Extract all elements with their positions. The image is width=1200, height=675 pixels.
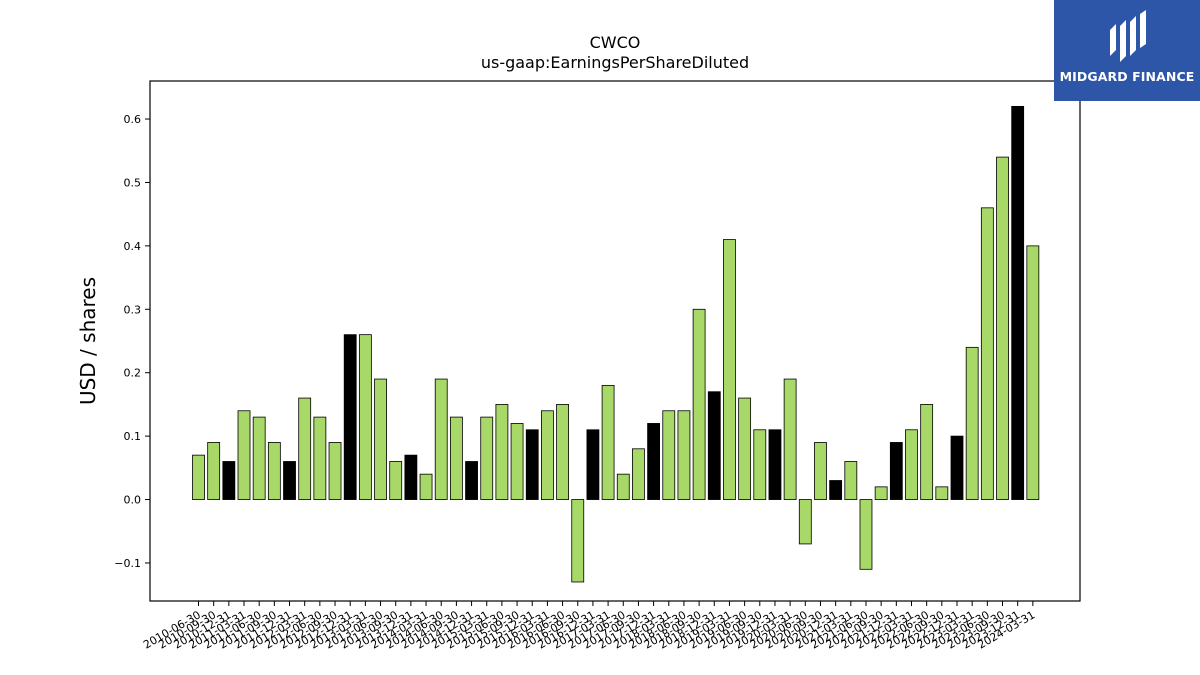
y-tick-label: −0.1: [114, 557, 141, 570]
x-ticks-group: 2010-06-302010-09-302010-12-312011-03-31…: [141, 601, 1037, 652]
bar-2015-06-30: [495, 404, 509, 500]
bar-2018-06-30: [677, 410, 691, 500]
bar-2013-06-30: [374, 378, 387, 500]
bar-2023-06-30: [980, 207, 994, 500]
bar-2012-12-31: [343, 334, 357, 500]
bar-2010-06-30: [192, 454, 205, 500]
bar-2011-09-30: [267, 442, 281, 500]
midgard-emblem-icon: [1110, 10, 1146, 62]
bar-2017-03-31: [601, 384, 615, 500]
bar-2023-09-30: [996, 156, 1009, 500]
chart-title: CWCO: [590, 33, 641, 52]
bar-2019-06-30: [738, 397, 752, 500]
bar-2014-06-30: [434, 378, 448, 500]
y-ticks-group: −0.1 0.0 0.1 0.2 0.3 0.4 0.5 0.6: [114, 113, 150, 570]
bar-2017-12-31: [647, 423, 660, 500]
bar-2021-03-31: [844, 461, 858, 500]
bar-2024-03-31: [1026, 245, 1040, 500]
bar-2019-09-30: [753, 429, 767, 500]
bar-2011-06-30: [252, 416, 266, 500]
bar-2010-12-31: [222, 461, 236, 500]
bar-2022-06-30: [920, 404, 934, 500]
bar-2022-03-31: [905, 429, 918, 500]
bar-2014-03-31: [419, 473, 433, 500]
bar-2011-12-31: [283, 461, 296, 500]
bar-2021-12-31: [889, 442, 903, 500]
bar-2022-09-30: [935, 486, 949, 500]
bar-2015-09-30: [510, 423, 524, 500]
plot-frame: [149, 80, 1081, 602]
bar-2017-06-30: [616, 473, 630, 500]
bar-2016-03-31: [541, 410, 554, 500]
bar-2020-06-30: [798, 499, 812, 545]
bar-2012-03-31: [298, 397, 312, 500]
y-axis-label: USD / shares: [76, 277, 100, 405]
bar-2020-09-30: [814, 442, 827, 500]
bar-2017-09-30: [632, 448, 645, 500]
bar-2018-12-31: [707, 391, 721, 500]
bar-2013-09-30: [389, 461, 403, 500]
bar-2012-09-30: [328, 442, 342, 500]
bars-group: [192, 105, 1040, 583]
chart-subtitle: us-gaap:EarningsPerShareDiluted: [481, 53, 749, 72]
bar-2022-12-31: [950, 435, 964, 500]
bar-2018-03-31: [662, 410, 676, 500]
bar-2016-12-31: [586, 429, 600, 500]
bar-2013-03-31: [358, 334, 372, 500]
y-tick-label: 0.3: [124, 303, 142, 316]
bar-2015-12-31: [525, 429, 539, 500]
bar-2010-09-30: [207, 442, 221, 500]
bar-2012-06-30: [313, 416, 327, 500]
bar-2016-09-30: [571, 499, 585, 583]
y-tick-label: 0.1: [124, 430, 142, 443]
bar-2013-12-31: [404, 454, 418, 500]
y-tick-label: 0.2: [124, 367, 142, 380]
bar-2023-12-31: [1011, 105, 1025, 500]
bar-2014-12-31: [465, 461, 478, 500]
bar-2021-06-30: [859, 499, 873, 570]
bar-2014-09-30: [449, 416, 463, 500]
bar-2020-12-31: [829, 480, 843, 500]
y-tick-label: 0.0: [124, 494, 142, 507]
midgard-finance-logo: MIDGARD FINANCE: [1054, 0, 1200, 101]
y-tick-label: 0.6: [124, 113, 142, 126]
bar-2018-09-30: [692, 308, 706, 500]
bar-2015-03-31: [480, 416, 494, 500]
y-tick-label: 0.4: [124, 240, 142, 253]
bar-2023-03-31: [965, 346, 979, 500]
bar-2019-12-31: [768, 429, 782, 500]
bar-2016-06-30: [556, 404, 569, 500]
bar-2019-03-31: [723, 239, 736, 500]
bar-2020-03-31: [783, 378, 797, 500]
logo-wordmark: MIDGARD FINANCE: [1059, 69, 1195, 84]
bar-2021-09-30: [874, 486, 888, 500]
bar-2011-03-31: [237, 410, 251, 500]
y-tick-label: 0.5: [124, 176, 142, 189]
